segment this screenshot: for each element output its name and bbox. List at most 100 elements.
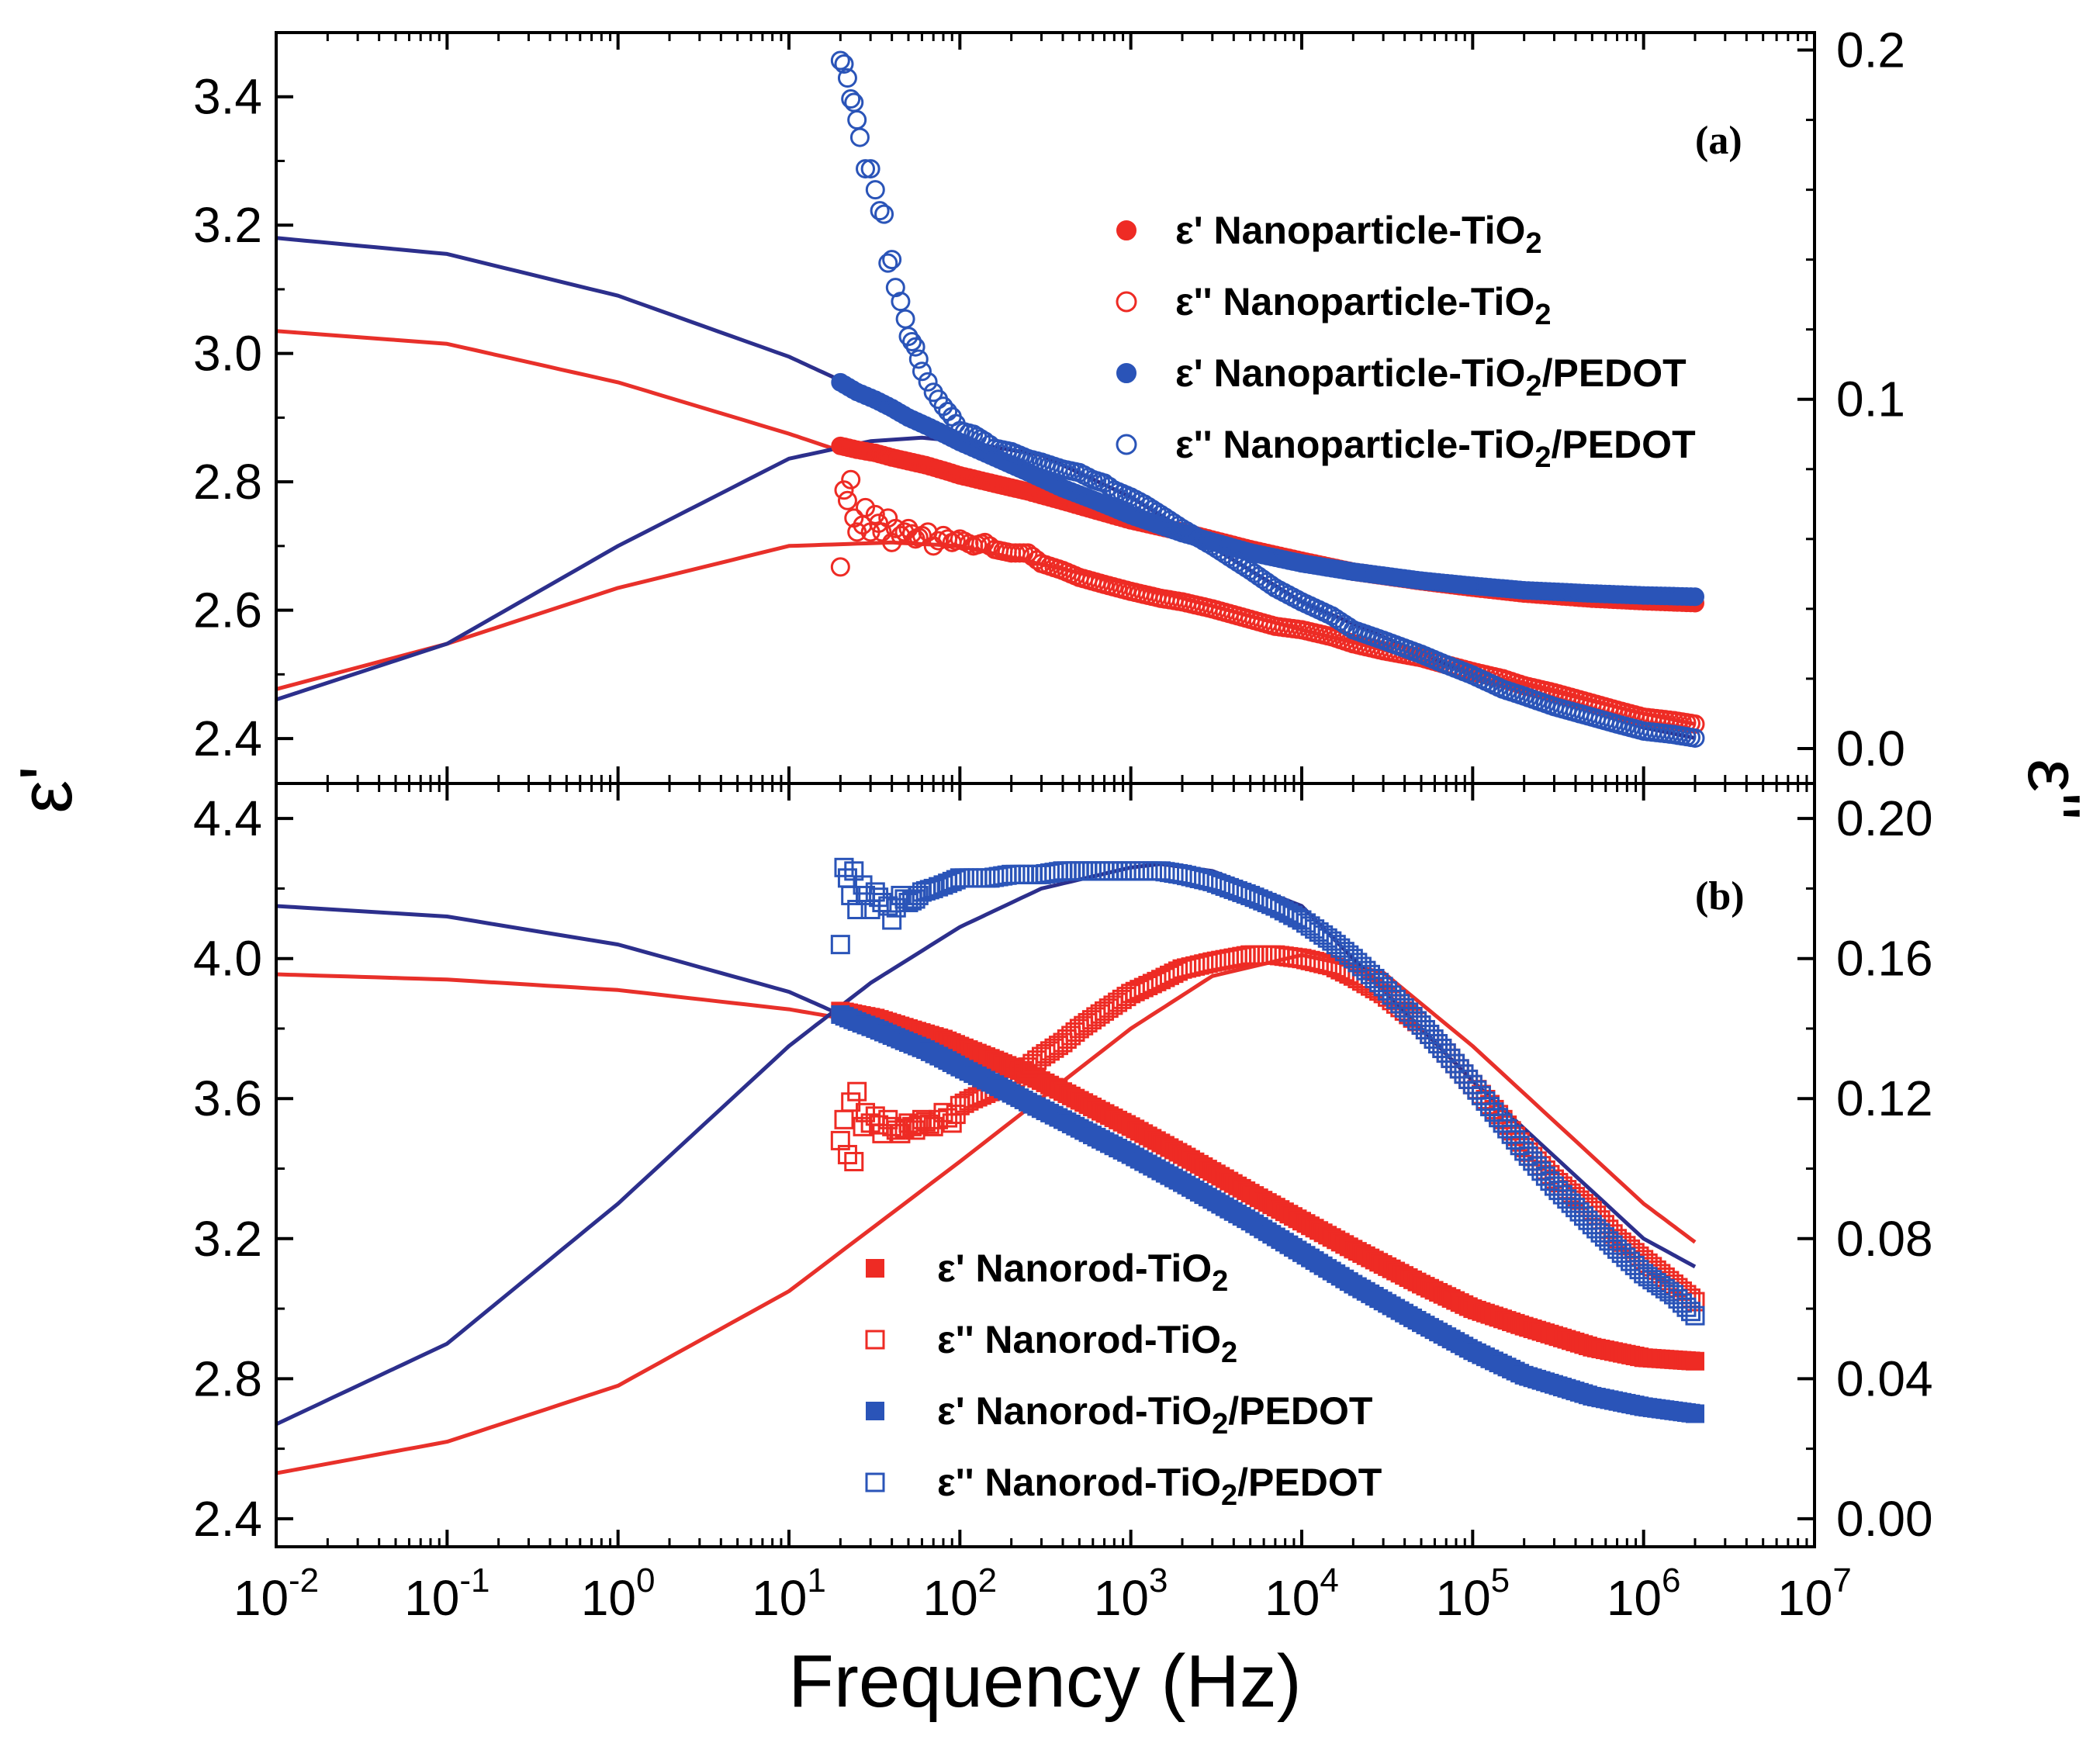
- data-point: [895, 309, 915, 329]
- legend-label: ε'' Nanorod-TiO2: [937, 1318, 1237, 1369]
- data-point: [898, 327, 919, 347]
- data-point: [898, 892, 919, 912]
- data-point: [834, 54, 854, 74]
- legend-marker: [866, 1402, 884, 1420]
- y-left-tick-label: 2.6: [193, 583, 262, 638]
- data-point: [830, 557, 850, 577]
- y-left-tick-label: 3.2: [193, 1211, 262, 1267]
- data-point: [1095, 473, 1115, 493]
- y-right-tick-label: 0.08: [1836, 1211, 1933, 1267]
- legend-marker: [866, 1259, 884, 1278]
- data-point: [841, 469, 861, 489]
- data-point: [912, 361, 932, 382]
- y-right-tick-label: 0.0: [1836, 721, 1905, 776]
- data-point: [830, 50, 850, 71]
- data-point: [980, 536, 1000, 556]
- y-right-tick-label: 0.20: [1836, 790, 1933, 846]
- legend-marker: [865, 1330, 885, 1350]
- x-tick-label: 10-2: [234, 1562, 319, 1626]
- data-point: [865, 180, 885, 200]
- legend-marker: [1116, 291, 1137, 313]
- data-point: [902, 331, 922, 351]
- legend-label: ε' Nanoparticle-TiO2: [1175, 209, 1542, 260]
- data-point: [1685, 1351, 1704, 1371]
- legend-label: ε' Nanorod-TiO2: [937, 1247, 1228, 1298]
- panel-a-label: (a): [1695, 119, 1742, 163]
- legend-label: ε' Nanoparticle-TiO2/PEDOT: [1175, 351, 1687, 403]
- data-point: [938, 402, 958, 422]
- data-point: [834, 1109, 854, 1129]
- data-point: [882, 910, 902, 930]
- data-point: [847, 110, 867, 130]
- y-left-tick-label: 2.4: [193, 711, 262, 766]
- x-tick-label: 105: [1435, 1562, 1510, 1626]
- y-right-tick-label: 0.1: [1836, 372, 1905, 427]
- data-point: [856, 159, 876, 179]
- data-point: [841, 885, 861, 905]
- legend-marker: [1116, 434, 1137, 455]
- data-point: [905, 337, 925, 357]
- legend-marker: [865, 1472, 885, 1492]
- legend-label: ε'' Nanorod-TiO2/PEDOT: [937, 1461, 1382, 1512]
- panel-a-data-points: [830, 50, 1705, 748]
- x-tick-label: 102: [922, 1562, 997, 1626]
- data-point: [847, 1081, 867, 1102]
- data-point: [874, 204, 894, 224]
- x-tick-label: 100: [581, 1562, 656, 1626]
- panel-b-frame: [275, 782, 1816, 1548]
- data-point: [923, 878, 943, 898]
- legend-label: ε'' Nanoparticle-TiO2/PEDOT: [1175, 423, 1696, 474]
- data-point: [870, 201, 890, 221]
- axis-ticks: [275, 33, 1816, 1547]
- data-point: [834, 857, 854, 877]
- legend-label: ε' Nanorod-TiO2/PEDOT: [937, 1389, 1372, 1440]
- data-point: [918, 372, 938, 392]
- y-left-tick-label: 4.4: [193, 790, 262, 846]
- data-point: [869, 514, 889, 534]
- legend-marker: [1116, 363, 1136, 383]
- panel-a-frame: [275, 31, 1816, 785]
- data-point: [872, 892, 892, 912]
- panel-b-legend: ε' Nanorod-TiO2 ε'' Nanorod-TiO2 ε' Nanoro…: [865, 1247, 1382, 1512]
- x-tick-label: 101: [752, 1562, 826, 1626]
- panel-b-data-points: [830, 857, 1705, 1423]
- axis-tick-labels: 10-2 10-1 100 101 102 103 104 105 106 107 2.4 2.6 2.…: [193, 22, 1933, 1626]
- y-left-tick-label: 3.6: [193, 1070, 262, 1126]
- data-point: [830, 1130, 850, 1150]
- data-point: [865, 504, 885, 524]
- data-point: [853, 875, 873, 895]
- y-right-tick-label: 0.12: [1836, 1070, 1933, 1126]
- data-point: [1685, 1404, 1704, 1423]
- y-left-tick-label: 2.4: [193, 1491, 262, 1547]
- data-point: [844, 92, 864, 112]
- panel-b-fit-curves: [276, 862, 1697, 1475]
- y-axis-right-title: ε'': [2012, 759, 2095, 820]
- data-point: [872, 1123, 892, 1143]
- data-point: [841, 1092, 861, 1112]
- y-left-tick-label: 4.0: [193, 931, 262, 987]
- data-point: [878, 253, 898, 273]
- legend-marker: [1116, 220, 1136, 240]
- y-right-tick-label: 0.04: [1836, 1351, 1933, 1406]
- data-point: [856, 1102, 876, 1122]
- panel-b-label: (b): [1695, 874, 1745, 918]
- x-axis-title: Frequency (Hz): [788, 1640, 1302, 1723]
- x-tick-label: 107: [1777, 1562, 1852, 1626]
- x-tick-label: 103: [1094, 1562, 1168, 1626]
- y-right-tick-label: 0.2: [1836, 22, 1905, 78]
- data-point: [837, 1144, 857, 1164]
- data-point: [908, 1115, 929, 1135]
- x-tick-label: 104: [1264, 1562, 1339, 1626]
- data-point: [882, 250, 902, 270]
- data-point: [856, 497, 876, 517]
- data-point: [844, 1151, 864, 1171]
- y-left-tick-label: 3.4: [193, 69, 262, 125]
- data-point: [1685, 1306, 1705, 1326]
- data-point: [1680, 1302, 1700, 1322]
- data-point: [837, 68, 857, 88]
- data-point: [980, 434, 1000, 455]
- data-point: [908, 885, 929, 905]
- fit-curve: [276, 953, 1697, 1475]
- legend-label: ε'' Nanoparticle-TiO2: [1175, 280, 1551, 331]
